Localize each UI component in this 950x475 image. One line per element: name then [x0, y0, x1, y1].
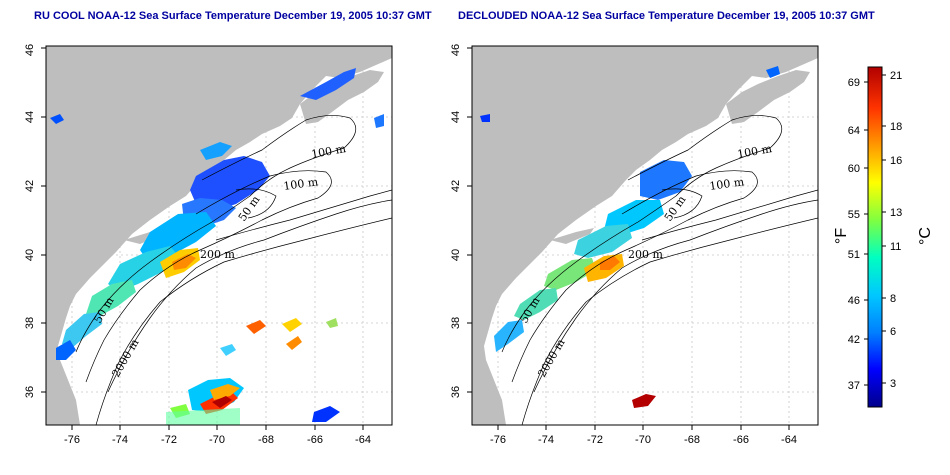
left-panel-title: RU COOL NOAA-12 Sea Surface Temperature … — [34, 10, 432, 22]
fahrenheit-label: 51 — [848, 249, 860, 261]
fahrenheit-label: 46 — [848, 295, 860, 307]
right-land-long-island — [550, 228, 594, 244]
right-contour-label-200: 200 m — [628, 248, 663, 261]
left-lon-label: -76 — [64, 434, 80, 446]
fahrenheit-label: 37 — [848, 380, 860, 392]
right-lon-label: -74 — [538, 434, 554, 446]
right-lat-label: 42 — [450, 180, 462, 192]
right-lat-label: 38 — [450, 317, 462, 329]
left-map-panel: 100 m 100 m 50 m 200 m 50 m 2000 m -76 -… — [24, 44, 393, 446]
right-lon-label: -68 — [684, 434, 700, 446]
colorbar-ticks — [864, 74, 886, 386]
right-lon-label: -76 — [490, 434, 506, 446]
right-lon-label: -66 — [733, 434, 749, 446]
left-lon-label: -70 — [209, 434, 225, 446]
right-sst-data — [480, 66, 780, 408]
fahrenheit-scale-labels: 69 64 60 55 51 46 42 37 — [848, 77, 860, 392]
celsius-label: 18 — [890, 121, 902, 133]
fahrenheit-label: 42 — [848, 334, 860, 346]
right-lon-labels: -76 -74 -72 -70 -68 -66 -64 — [490, 434, 797, 446]
left-sst-data — [50, 68, 384, 425]
right-lat-label: 40 — [450, 249, 462, 261]
right-land-nova-scotia — [726, 70, 810, 124]
left-land-mainland — [46, 46, 392, 425]
right-map-panel: 100 m 100 m 50 m 200 m 50 m 2000 m -76 -… — [450, 44, 819, 446]
left-land-nova-scotia — [300, 70, 384, 124]
left-lon-labels: -76 -74 -72 -70 -68 -66 -64 — [64, 434, 371, 446]
left-lon-label: -74 — [112, 434, 128, 446]
colorbar-gradient — [867, 66, 883, 408]
right-contour-label-100-south: 100 m — [709, 175, 746, 193]
right-contour-label-100-north: 100 m — [736, 142, 773, 161]
left-lon-label: -72 — [161, 434, 177, 446]
celsius-label: 21 — [890, 70, 902, 82]
left-contour-label-100-north: 100 m — [310, 142, 347, 161]
fahrenheit-label: 64 — [848, 125, 860, 137]
left-frame — [45, 45, 393, 426]
celsius-unit-label: °C — [917, 227, 934, 245]
fahrenheit-label: 69 — [848, 77, 860, 89]
temperature-colorbar: 69 64 60 55 51 46 42 37 21 18 16 13 11 8… — [833, 66, 934, 408]
right-contours — [501, 115, 818, 425]
left-lat-labels: 36 38 40 42 44 46 — [24, 44, 36, 398]
left-contour-label-200: 200 m — [200, 248, 235, 261]
left-lon-label: -64 — [355, 434, 371, 446]
right-lon-label: -64 — [781, 434, 797, 446]
right-panel-title: DECLOUDED NOAA-12 Sea Surface Temperatur… — [458, 10, 875, 22]
left-ticks — [41, 47, 364, 430]
right-lat-labels: 36 38 40 42 44 46 — [450, 44, 462, 398]
left-lat-label: 38 — [24, 317, 36, 329]
left-grid — [46, 46, 392, 425]
left-lon-label: -68 — [258, 434, 274, 446]
left-lat-label: 46 — [24, 44, 36, 56]
left-contours — [75, 115, 392, 425]
fahrenheit-label: 60 — [848, 163, 860, 175]
left-lat-label: 36 — [24, 386, 36, 398]
right-lat-label: 46 — [450, 44, 462, 56]
right-ticks — [467, 47, 790, 430]
fahrenheit-label: 55 — [848, 209, 860, 221]
celsius-label: 13 — [890, 207, 902, 219]
right-lon-label: -72 — [587, 434, 603, 446]
right-grid — [472, 46, 818, 425]
celsius-label: 6 — [890, 326, 896, 338]
left-contour-label-100-south: 100 m — [283, 175, 320, 193]
right-frame — [471, 45, 819, 426]
right-lon-label: -70 — [635, 434, 651, 446]
fahrenheit-unit-label: °F — [833, 228, 850, 244]
right-lat-label: 36 — [450, 386, 462, 398]
celsius-label: 8 — [890, 293, 896, 305]
left-lon-label: -66 — [307, 434, 323, 446]
left-lat-label: 44 — [24, 111, 36, 123]
right-lat-label: 44 — [450, 111, 462, 123]
left-lat-label: 42 — [24, 180, 36, 192]
left-lat-label: 40 — [24, 249, 36, 261]
right-land-mainland — [472, 46, 818, 425]
celsius-label: 11 — [890, 241, 901, 253]
celsius-label: 3 — [890, 378, 896, 390]
celsius-label: 16 — [890, 155, 902, 167]
celsius-scale-labels: 21 18 16 13 11 8 6 3 — [890, 70, 902, 390]
